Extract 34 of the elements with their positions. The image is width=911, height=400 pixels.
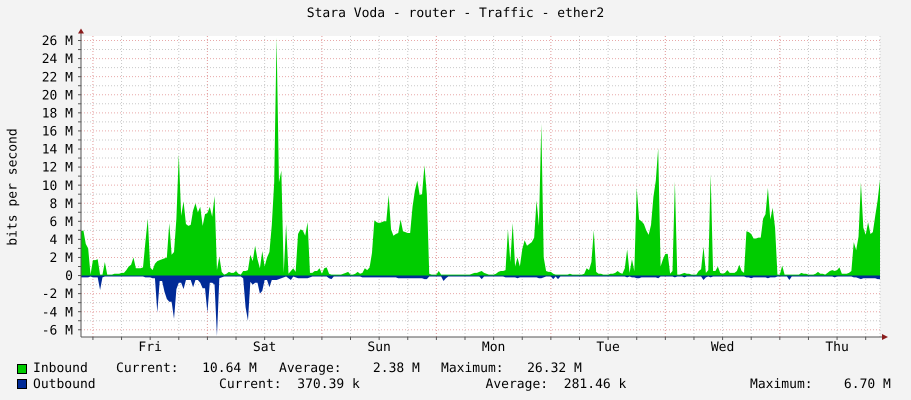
x-tick-label: Wed	[710, 340, 734, 356]
text: Current: 370.39 k	[219, 376, 360, 392]
y-tick-label: 6 M	[50, 214, 74, 230]
y-tick-label: 10 M	[42, 178, 74, 194]
y-tick-label: 16 M	[42, 124, 74, 140]
x-tick-label: Tue	[596, 340, 620, 356]
y-axis-title: bits per second	[6, 128, 20, 246]
y-tick-label: -6 M	[42, 323, 74, 338]
y-tick-label: 24 M	[42, 52, 74, 68]
y-tick-label: 0	[65, 269, 73, 284]
y-tick-label: 12 M	[42, 160, 74, 176]
y-tick-label: 18 M	[42, 106, 74, 122]
legend-label: Outbound	[33, 376, 96, 392]
text: Average: 2.38 M	[279, 361, 420, 376]
y-tick-label: 14 M	[42, 142, 74, 158]
text: Maximum: 6.70 M	[750, 376, 891, 392]
y-tick-label: 8 M	[50, 196, 74, 212]
text: Average: 281.46 k	[486, 376, 626, 392]
y-tick-label: 26 M	[42, 34, 74, 50]
text: Current: 10.64 M	[116, 361, 257, 376]
text: Maximum: 26.32 M	[441, 361, 582, 376]
y-tick-label: 4 M	[50, 232, 74, 248]
legend-label: Inbound	[33, 361, 88, 376]
y-tick-label: 22 M	[42, 70, 74, 86]
x-tick-label: Sun	[367, 340, 391, 356]
x-tick-label: Fri	[138, 340, 162, 356]
y-tick-label: 20 M	[42, 88, 74, 104]
y-tick-label: 2 M	[50, 251, 74, 266]
x-tick-label: Thu	[825, 340, 849, 356]
y-tick-label: -4 M	[42, 305, 74, 320]
x-tick-label: Sat	[252, 340, 276, 356]
x-tick-label: Mon	[482, 340, 506, 356]
y-tick-label: -2 M	[42, 287, 74, 302]
chart-title: Stara Voda - router - Traffic - ether2	[306, 6, 606, 22]
